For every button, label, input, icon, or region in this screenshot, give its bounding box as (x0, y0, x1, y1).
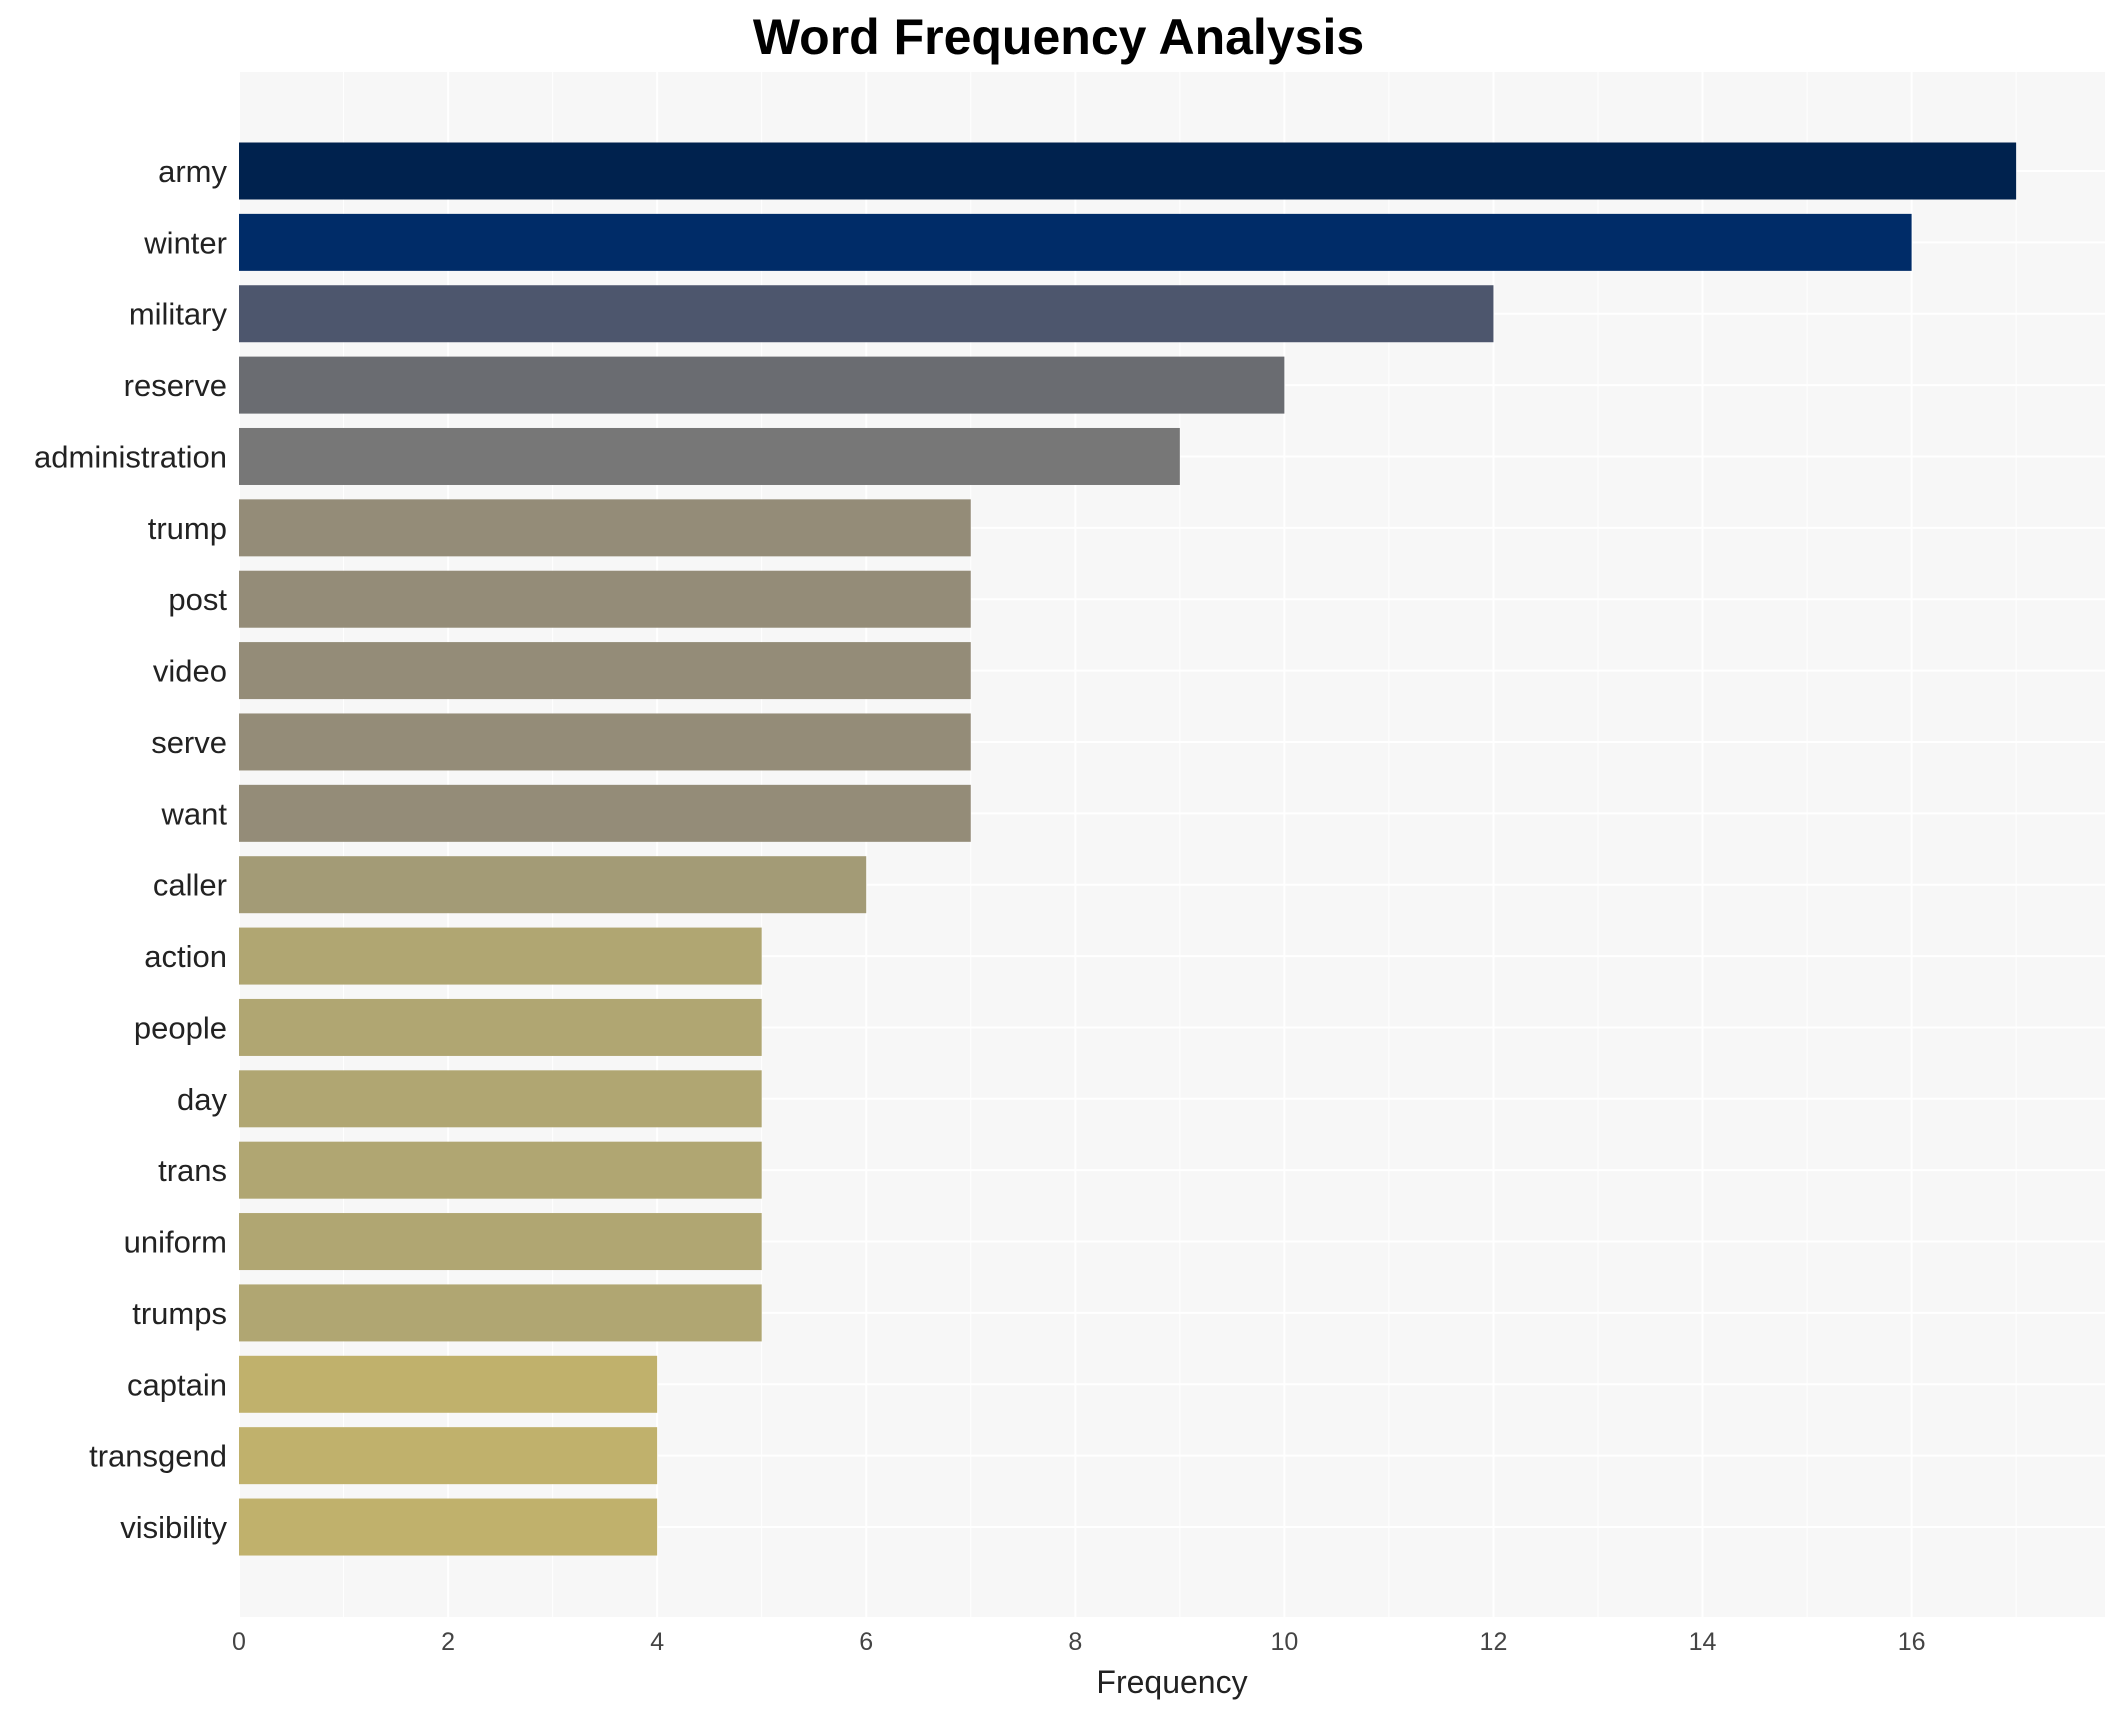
bars (239, 142, 2017, 1556)
category-label-trans: trans (158, 1153, 227, 1188)
bar-action (239, 927, 762, 985)
category-label-army: army (158, 154, 227, 189)
chart-title: Word Frequency Analysis (752, 9, 1365, 65)
x-tick-label: 4 (650, 1628, 664, 1656)
bar-reserve (239, 356, 1285, 414)
x-axis-label: Frequency (1096, 1664, 1247, 1700)
x-tick-label: 16 (1898, 1628, 1926, 1656)
category-label-serve: serve (151, 725, 227, 760)
x-tick-label: 12 (1480, 1628, 1508, 1656)
bar-winter (239, 213, 1912, 271)
bar-people (239, 998, 762, 1056)
category-label-administration: administration (34, 439, 227, 474)
category-label-winter: winter (143, 225, 227, 260)
category-label-caller: caller (153, 868, 227, 903)
category-label-want: want (161, 796, 228, 831)
x-tick-labels: 0 2 4 6 8 10 12 14 16 (232, 1628, 1925, 1656)
bar-day (239, 1070, 762, 1128)
category-label-day: day (177, 1082, 227, 1117)
bar-caller (239, 856, 867, 914)
bar-visibility (239, 1498, 658, 1556)
x-tick-label: 10 (1270, 1628, 1298, 1656)
category-label-captain: captain (127, 1367, 227, 1402)
category-label-people: people (134, 1010, 227, 1045)
bar-video (239, 642, 971, 700)
bar-administration (239, 427, 1180, 485)
category-label-transgend: transgend (89, 1439, 227, 1474)
category-label-reserve: reserve (124, 368, 227, 403)
category-label-action: action (144, 939, 227, 974)
bar-uniform (239, 1213, 762, 1271)
category-label-trump: trump (148, 511, 227, 546)
category-label-video: video (153, 654, 227, 689)
bar-trans (239, 1141, 762, 1199)
category-label-visibility: visibility (120, 1510, 227, 1545)
bar-military (239, 285, 1494, 343)
bar-trumps (239, 1284, 762, 1342)
x-tick-label: 8 (1068, 1628, 1082, 1656)
bar-serve (239, 713, 971, 771)
bar-post (239, 570, 971, 628)
bar-army (239, 142, 2017, 200)
x-tick-label: 2 (441, 1628, 455, 1656)
category-labels: army winter military reserve administration t… (34, 154, 227, 1545)
category-label-uniform: uniform (124, 1225, 227, 1260)
x-tick-label: 6 (859, 1628, 873, 1656)
category-label-post: post (168, 582, 227, 617)
bar-captain (239, 1355, 658, 1413)
x-tick-label: 0 (232, 1628, 246, 1656)
bar-want (239, 784, 971, 842)
x-tick-label: 14 (1689, 1628, 1717, 1656)
bar-trump (239, 499, 971, 557)
category-label-military: military (129, 297, 228, 332)
category-label-trumps: trumps (132, 1296, 227, 1331)
bar-transgend (239, 1427, 658, 1485)
